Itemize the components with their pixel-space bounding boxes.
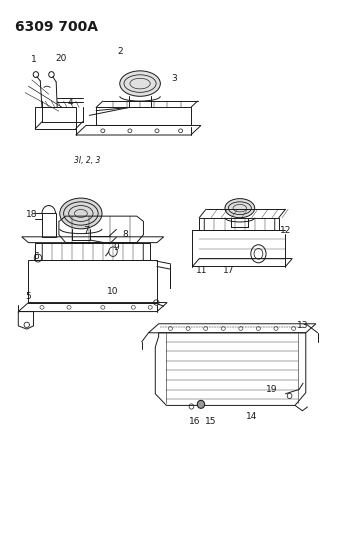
Text: 13: 13 bbox=[297, 321, 308, 330]
Text: 16: 16 bbox=[189, 417, 201, 426]
Text: 3: 3 bbox=[171, 74, 177, 83]
Ellipse shape bbox=[225, 199, 255, 217]
Text: 4: 4 bbox=[68, 98, 74, 107]
Text: 14: 14 bbox=[246, 411, 257, 421]
Text: 3I, 2, 3: 3I, 2, 3 bbox=[74, 156, 101, 165]
Text: 18: 18 bbox=[26, 210, 38, 219]
Text: 10: 10 bbox=[107, 287, 119, 296]
Text: 1: 1 bbox=[31, 55, 36, 64]
Text: 5: 5 bbox=[25, 292, 31, 301]
Text: 6309 700A: 6309 700A bbox=[15, 20, 98, 34]
Text: 20: 20 bbox=[55, 54, 66, 62]
Text: 7: 7 bbox=[83, 226, 89, 235]
Text: 9: 9 bbox=[114, 244, 119, 253]
Text: 17: 17 bbox=[223, 266, 234, 275]
Ellipse shape bbox=[60, 198, 102, 229]
Text: 8: 8 bbox=[122, 230, 128, 239]
Text: 11: 11 bbox=[196, 266, 207, 275]
Text: 15: 15 bbox=[205, 417, 216, 426]
Ellipse shape bbox=[197, 400, 205, 408]
Text: 2: 2 bbox=[117, 47, 122, 56]
Text: 19: 19 bbox=[266, 385, 278, 394]
Text: 6: 6 bbox=[33, 253, 39, 262]
Ellipse shape bbox=[120, 71, 160, 96]
Text: 12: 12 bbox=[280, 226, 291, 235]
